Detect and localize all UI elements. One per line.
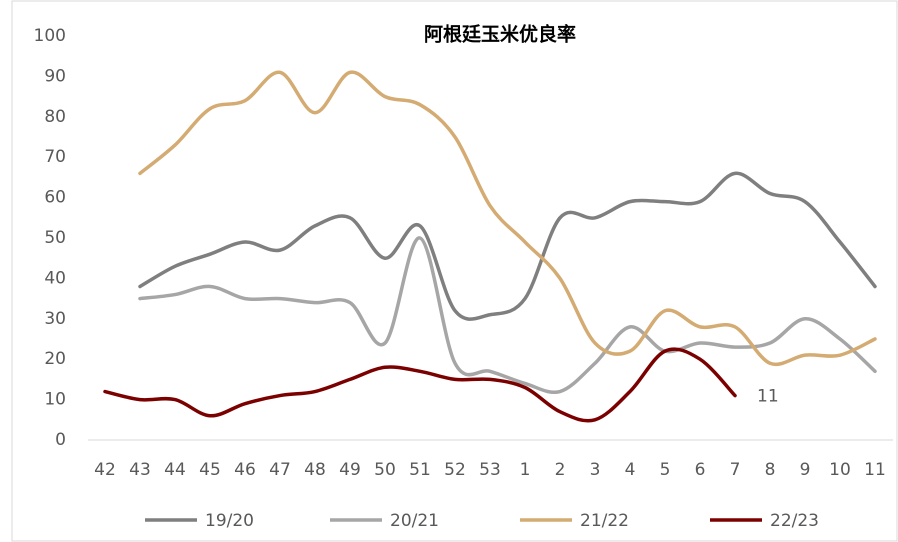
x-tick-label: 51 <box>409 460 431 480</box>
y-tick-label: 90 <box>44 66 66 86</box>
legend-label: 20/21 <box>390 511 439 531</box>
frame <box>11 0 898 542</box>
x-tick-label: 45 <box>199 460 221 480</box>
x-tick-label: 2 <box>555 460 566 480</box>
series-line <box>138 70 877 367</box>
y-tick-label: 60 <box>44 188 66 208</box>
x-tick-label: 7 <box>730 460 741 480</box>
legend-label: 19/20 <box>205 511 254 531</box>
x-tick-label: 44 <box>164 460 186 480</box>
x-tick-label: 43 <box>129 460 151 480</box>
x-tick-label: 47 <box>269 460 291 480</box>
data-label: 11 <box>757 387 779 407</box>
y-tick-label: 30 <box>44 309 66 329</box>
x-tick-label: 42 <box>94 460 116 480</box>
x-tick-label: 48 <box>304 460 326 480</box>
x-tick-label: 9 <box>800 460 811 480</box>
x-tick-label: 1 <box>520 460 531 480</box>
y-tick-label: 50 <box>44 228 66 248</box>
y-tick-label: 10 <box>44 390 66 410</box>
y-tick-label: 70 <box>44 147 66 167</box>
x-tick-label: 52 <box>444 460 466 480</box>
chart-title: 阿根廷玉米优良率 <box>424 23 576 46</box>
x-tick-label: 5 <box>660 460 671 480</box>
legend-label: 21/22 <box>580 511 629 531</box>
x-tick-label: 53 <box>479 460 501 480</box>
y-tick-label: 80 <box>44 107 66 127</box>
y-tick-label: 20 <box>44 349 66 369</box>
y-tick-label: 40 <box>44 268 66 288</box>
x-tick-label: 49 <box>339 460 361 480</box>
series-line <box>138 171 877 321</box>
x-tick-label: 46 <box>234 460 256 480</box>
x-tick-label: 4 <box>625 460 636 480</box>
x-tick-label: 11 <box>864 460 886 480</box>
y-tick-label: 0 <box>55 430 66 450</box>
y-tick-label: 100 <box>34 26 66 46</box>
x-tick-label: 8 <box>765 460 776 480</box>
x-tick-label: 50 <box>374 460 396 480</box>
x-tick-label: 6 <box>695 460 706 480</box>
x-tick-label: 10 <box>829 460 851 480</box>
series-line <box>103 347 737 423</box>
legend-label: 22/23 <box>770 511 819 531</box>
series-line <box>138 236 877 395</box>
x-tick-label: 3 <box>590 460 601 480</box>
